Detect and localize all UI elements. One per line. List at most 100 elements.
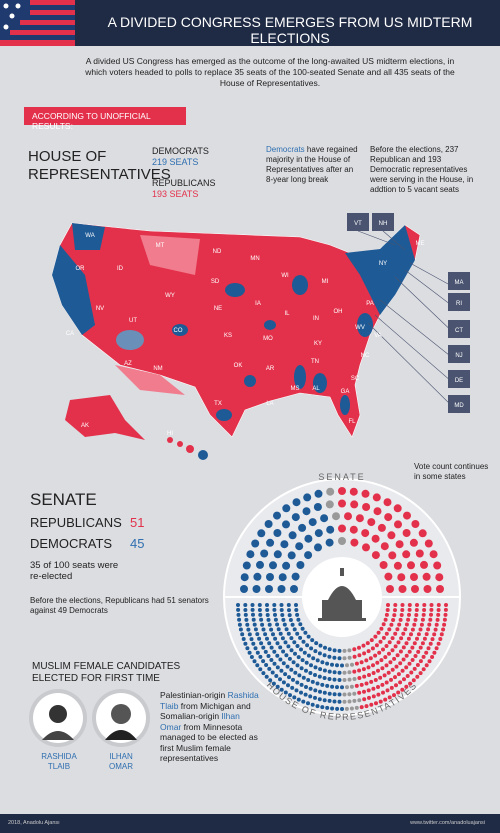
seat	[236, 603, 240, 607]
seat	[296, 617, 301, 622]
footer-left: 2018, Anadolu Ajansı	[8, 820, 60, 826]
seat	[380, 666, 385, 671]
seat	[386, 603, 390, 607]
seat	[418, 529, 427, 538]
seat	[269, 561, 277, 570]
seat	[400, 608, 405, 612]
state-label: LA	[266, 401, 273, 407]
seat	[272, 603, 277, 607]
seat	[407, 649, 412, 654]
seat	[308, 671, 313, 675]
seat	[443, 612, 448, 617]
seat	[283, 640, 288, 645]
seat	[422, 636, 427, 641]
seat	[264, 663, 269, 667]
seat	[297, 673, 302, 678]
seat	[382, 673, 387, 678]
seat	[236, 607, 241, 612]
seat	[383, 655, 388, 660]
seat	[433, 561, 442, 570]
seat	[253, 572, 262, 581]
seat	[395, 653, 400, 658]
seat	[362, 543, 370, 552]
seat	[393, 504, 402, 513]
seat	[384, 663, 389, 668]
seat	[266, 538, 275, 547]
seat	[320, 514, 329, 523]
state-label: IL	[284, 311, 290, 317]
state-label: IN	[313, 316, 319, 322]
seat	[292, 627, 297, 632]
seat	[295, 663, 300, 668]
seat	[308, 518, 317, 527]
seat	[313, 503, 322, 511]
seat-group	[352, 603, 448, 710]
seat	[361, 643, 366, 648]
seat	[301, 699, 306, 704]
seat	[411, 585, 419, 593]
seat	[282, 561, 291, 570]
seat	[403, 627, 408, 632]
seat	[267, 641, 272, 646]
seat	[414, 608, 419, 612]
seat	[396, 690, 401, 695]
seat	[342, 692, 347, 697]
state-label: WV	[355, 325, 365, 331]
seat	[432, 650, 437, 655]
note-highlight: Democrats	[266, 145, 305, 154]
seat	[387, 695, 392, 700]
seat	[439, 632, 444, 637]
seat	[295, 680, 300, 685]
seat	[416, 632, 421, 637]
state-label: MI	[322, 279, 329, 285]
seat	[433, 627, 438, 632]
seat	[376, 630, 381, 635]
seat	[338, 487, 346, 495]
seat	[251, 641, 256, 646]
seat	[295, 542, 304, 551]
state-label: MO	[263, 336, 273, 342]
seat	[378, 675, 383, 680]
seat	[313, 649, 318, 654]
seat	[304, 534, 313, 543]
seat-group	[240, 489, 335, 593]
seat	[340, 707, 344, 711]
seat	[280, 636, 285, 641]
senate-seats: 45	[130, 536, 145, 551]
seat	[303, 692, 308, 697]
seat	[302, 650, 307, 655]
seat	[398, 585, 407, 593]
seat	[413, 617, 418, 622]
seat	[366, 649, 371, 654]
seat	[266, 617, 271, 622]
seat	[338, 499, 346, 508]
seat	[314, 489, 323, 498]
seat	[261, 645, 266, 650]
seat	[244, 617, 249, 622]
state-label: MN	[250, 256, 259, 262]
state-label: MS	[291, 386, 300, 392]
seat	[295, 644, 300, 648]
state-label: ME	[416, 241, 425, 247]
seat	[441, 627, 446, 632]
seat	[236, 612, 241, 617]
state-label: NE	[214, 306, 222, 312]
seat	[365, 641, 370, 646]
seat	[289, 667, 294, 672]
seat	[362, 674, 367, 679]
seat	[274, 674, 279, 678]
seat	[442, 617, 447, 622]
seat	[279, 608, 284, 612]
header-bar	[0, 0, 500, 46]
person-name: RASHIDA TLAIB	[41, 752, 77, 771]
seat	[301, 675, 306, 680]
seat	[352, 669, 357, 674]
seat	[315, 681, 320, 686]
rep-name: REPUBLICANS	[152, 178, 216, 188]
state-label: OR	[76, 266, 86, 272]
seat	[301, 639, 306, 644]
seat	[327, 647, 332, 652]
seat	[303, 493, 312, 502]
name: Ilhan Omar	[160, 711, 240, 732]
seat	[245, 622, 250, 627]
